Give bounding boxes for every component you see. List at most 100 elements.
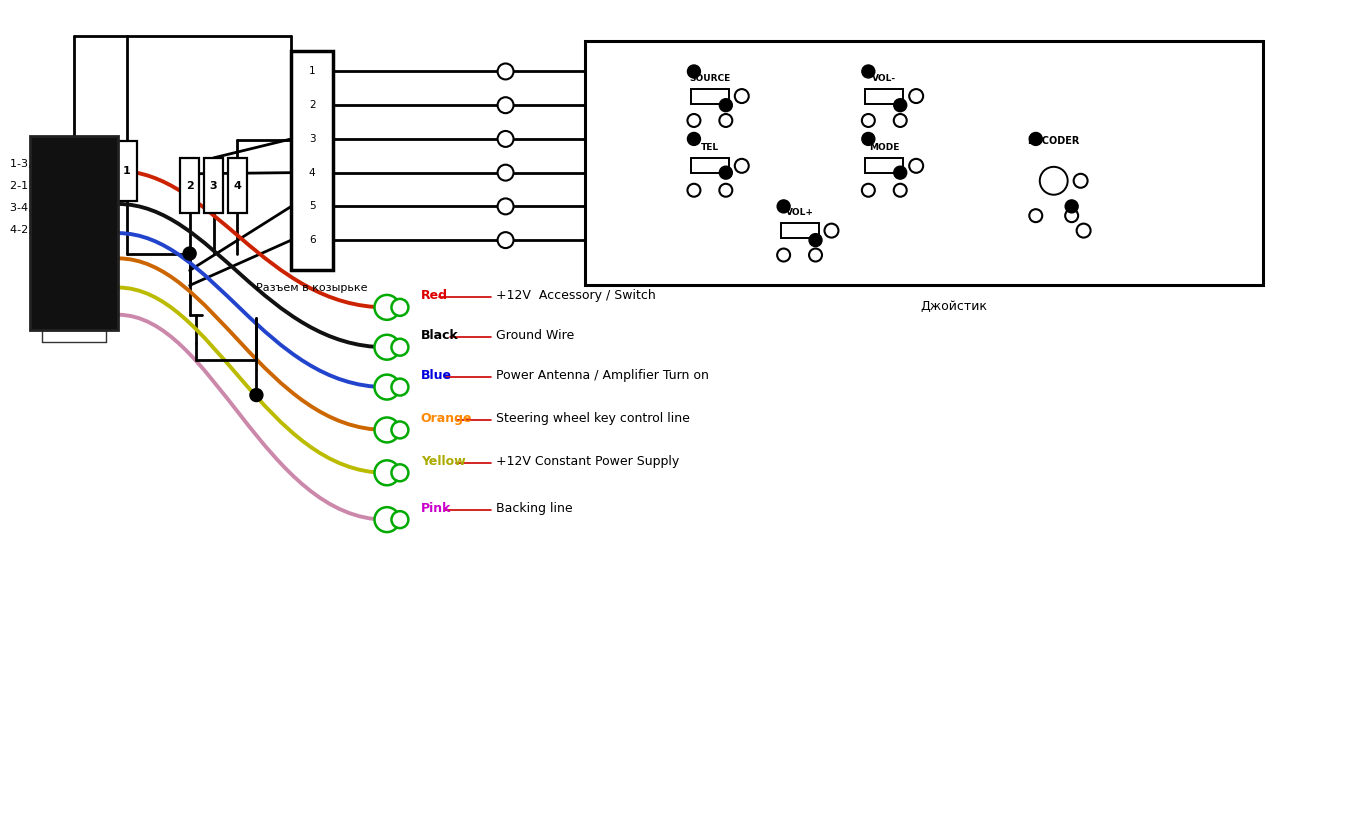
Circle shape	[1040, 167, 1068, 195]
Text: 3-4,7 кОМ: 3-4,7 кОМ	[11, 203, 67, 213]
Circle shape	[183, 247, 197, 260]
Text: 5: 5	[308, 201, 315, 211]
Circle shape	[719, 166, 733, 179]
Circle shape	[392, 379, 408, 395]
Circle shape	[824, 224, 838, 238]
Circle shape	[1029, 210, 1043, 222]
Text: ENCODER: ENCODER	[1028, 136, 1080, 146]
Circle shape	[894, 166, 907, 179]
Circle shape	[735, 89, 749, 103]
Circle shape	[497, 199, 513, 214]
Text: ®: ®	[828, 229, 835, 233]
Bar	[205, 158, 224, 213]
Circle shape	[374, 507, 400, 532]
Bar	[291, 51, 333, 271]
Circle shape	[497, 97, 513, 113]
Circle shape	[392, 464, 408, 481]
Text: 1-3,3 кОм: 1-3,3 кОм	[11, 159, 66, 169]
Circle shape	[894, 184, 907, 196]
Circle shape	[1076, 224, 1091, 238]
Circle shape	[374, 335, 400, 360]
Text: 2-11,7 кОм: 2-11,7 кОм	[11, 181, 73, 191]
Text: VOL+: VOL+	[785, 208, 814, 217]
Circle shape	[894, 114, 907, 127]
Circle shape	[497, 165, 513, 181]
Text: 4: 4	[308, 167, 315, 177]
Text: +12V Constant Power Supply: +12V Constant Power Supply	[496, 455, 679, 468]
Circle shape	[687, 184, 700, 196]
Bar	[30, 136, 119, 330]
Text: Black: Black	[420, 329, 458, 342]
Circle shape	[687, 65, 700, 78]
Text: Blue: Blue	[420, 369, 451, 382]
Circle shape	[777, 248, 791, 262]
Bar	[586, 41, 1263, 285]
Circle shape	[1065, 210, 1078, 222]
Circle shape	[810, 248, 822, 262]
Text: TEL: TEL	[700, 144, 719, 153]
Text: SOURCE: SOURCE	[690, 73, 730, 82]
Circle shape	[1065, 200, 1078, 213]
Text: 4: 4	[233, 181, 241, 191]
Circle shape	[251, 389, 263, 402]
Circle shape	[909, 159, 923, 172]
Text: ®: ®	[913, 93, 919, 98]
Text: Pink: Pink	[420, 502, 451, 515]
Text: Steering wheel key control line: Steering wheel key control line	[496, 412, 690, 425]
Text: Red: Red	[420, 290, 447, 303]
Circle shape	[862, 184, 874, 196]
Circle shape	[392, 339, 408, 356]
Circle shape	[719, 99, 733, 111]
Text: Power Antenna / Amplifier Turn on: Power Antenna / Amplifier Turn on	[496, 369, 709, 382]
Text: ®: ®	[738, 93, 745, 98]
Text: +12V  Accessory / Switch: +12V Accessory / Switch	[496, 290, 656, 303]
Bar	[228, 158, 247, 213]
Circle shape	[777, 200, 791, 213]
Text: 1: 1	[308, 67, 315, 77]
Circle shape	[1029, 133, 1043, 145]
Bar	[180, 158, 199, 213]
Bar	[865, 88, 904, 104]
Circle shape	[497, 131, 513, 147]
Text: 4-2,2 Ком: 4-2,2 Ком	[11, 224, 66, 234]
Circle shape	[687, 133, 700, 145]
Bar	[865, 158, 904, 173]
Circle shape	[497, 232, 513, 248]
Text: VOL-: VOL-	[873, 73, 896, 82]
Circle shape	[687, 114, 700, 127]
Text: 2: 2	[308, 100, 315, 111]
Text: ®: ®	[738, 163, 745, 168]
Circle shape	[374, 375, 400, 399]
Bar	[691, 158, 729, 173]
Circle shape	[894, 99, 907, 111]
Circle shape	[735, 159, 749, 172]
Circle shape	[909, 89, 923, 103]
Bar	[691, 88, 729, 104]
Text: ®: ®	[1080, 229, 1087, 233]
Bar	[781, 223, 819, 238]
Circle shape	[374, 295, 400, 320]
Text: Разъем в козырьке: Разъем в козырьке	[256, 284, 368, 294]
Circle shape	[374, 460, 400, 485]
Circle shape	[810, 233, 822, 247]
Circle shape	[862, 65, 874, 78]
Text: Джойстик: Джойстик	[920, 300, 987, 314]
Text: ®: ®	[1078, 178, 1083, 183]
Circle shape	[719, 184, 733, 196]
Text: Orange: Orange	[420, 412, 473, 425]
Text: 1: 1	[123, 166, 131, 176]
Circle shape	[1074, 174, 1087, 188]
Text: Backing line: Backing line	[496, 502, 572, 515]
Text: Yellow: Yellow	[420, 455, 466, 468]
Circle shape	[392, 299, 408, 316]
Circle shape	[862, 114, 874, 127]
Circle shape	[374, 417, 400, 442]
Circle shape	[862, 133, 874, 145]
Text: MODE: MODE	[869, 144, 900, 153]
Text: ®: ®	[913, 163, 919, 168]
Circle shape	[719, 114, 733, 127]
Text: 2: 2	[186, 181, 194, 191]
Text: 3: 3	[308, 134, 315, 144]
Text: Ground Wire: Ground Wire	[496, 329, 574, 342]
Circle shape	[497, 64, 513, 79]
